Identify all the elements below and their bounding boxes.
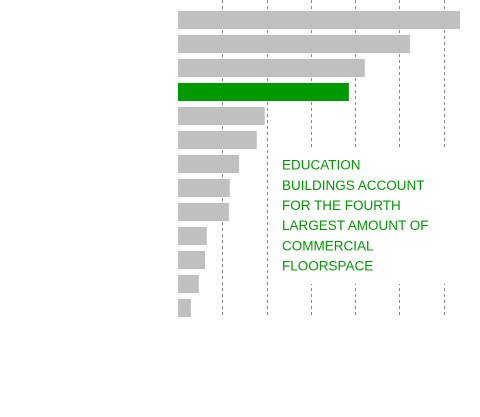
bar — [178, 275, 199, 293]
annotation-line: LARGEST AMOUNT OF — [282, 218, 429, 233]
annotation-line: FOR THE FOURTH — [282, 198, 401, 213]
bar — [178, 155, 240, 173]
annotation-line: COMMERCIAL — [282, 238, 374, 253]
bar — [178, 11, 460, 29]
bar — [178, 35, 410, 53]
bar — [178, 203, 229, 221]
bar — [178, 299, 191, 317]
bar — [178, 179, 230, 197]
bar — [178, 227, 207, 245]
bar — [178, 131, 257, 149]
bar — [178, 59, 365, 77]
bar — [178, 83, 349, 101]
annotation-line: BUILDINGS ACCOUNT — [282, 178, 425, 193]
bar — [178, 251, 206, 269]
annotation-line: EDUCATION — [282, 158, 361, 173]
bar — [178, 107, 265, 125]
annotation-line: FLOORSPACE — [282, 259, 373, 274]
annotation-background — [278, 150, 453, 284]
